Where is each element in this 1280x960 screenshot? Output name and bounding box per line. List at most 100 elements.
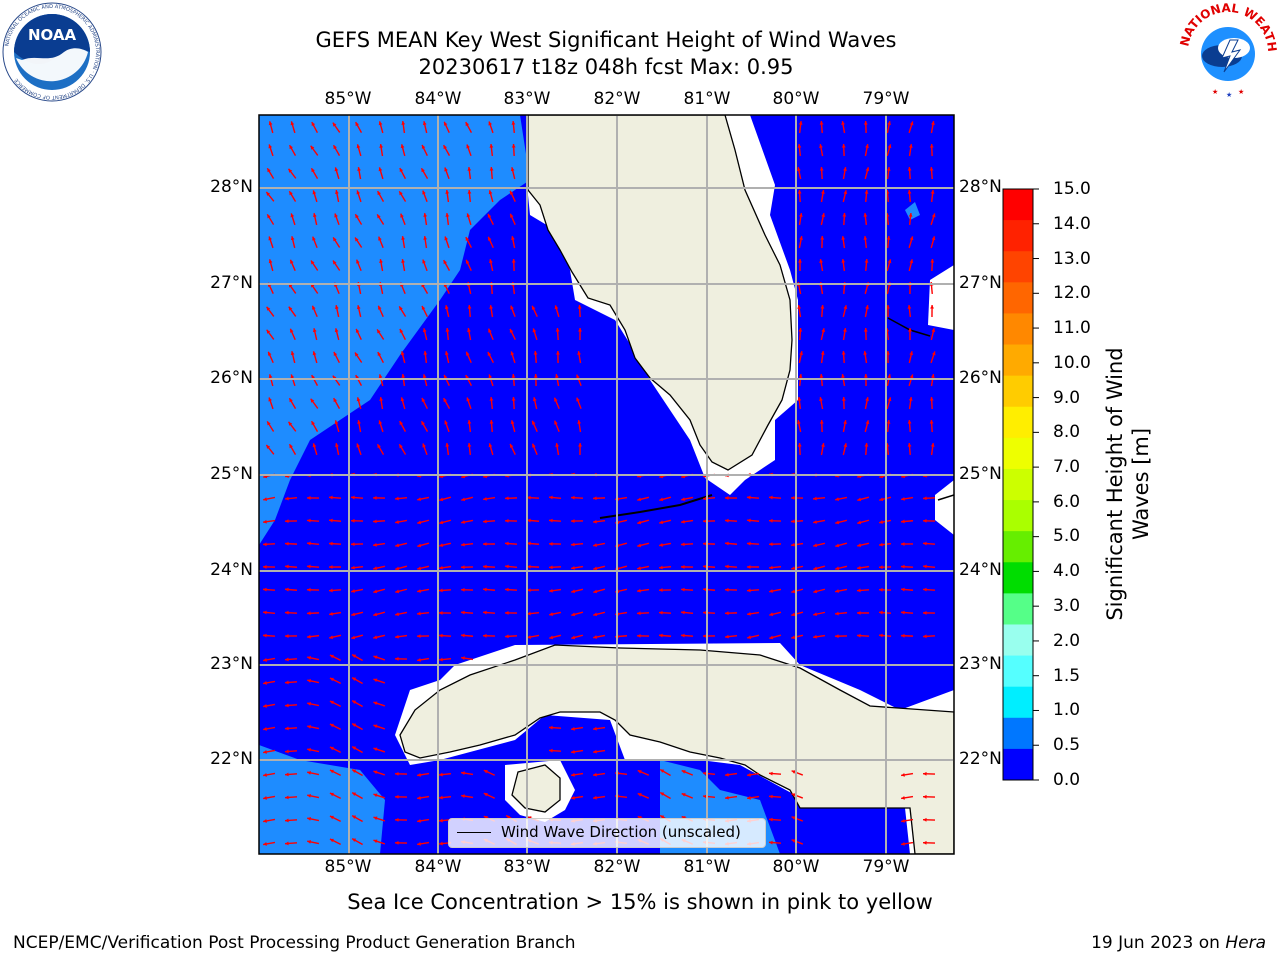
wave-arrow [376, 329, 385, 340]
wave-arrow [637, 792, 650, 799]
wave-arrow [423, 350, 428, 364]
svg-text:★: ★ [1238, 88, 1244, 96]
wave-arrow [504, 611, 518, 615]
wave-arrow [842, 420, 847, 433]
wave-arrow [504, 634, 518, 639]
wave-arrow [842, 328, 847, 341]
wave-arrow [820, 443, 825, 456]
colorbar [1003, 188, 1039, 781]
colorbar-segment [1003, 282, 1033, 314]
wave-arrow [702, 771, 716, 776]
wave-arrow [658, 610, 672, 615]
wave-arrow [416, 611, 430, 616]
wave-arrow [578, 327, 582, 341]
wave-arrow [724, 541, 738, 546]
wave-arrow [329, 654, 341, 661]
wave-arrow [813, 588, 826, 594]
wave-arrow [355, 121, 363, 133]
wave-arrow [329, 634, 342, 640]
wave-arrow [531, 443, 538, 456]
wave-arrow [335, 443, 340, 456]
wave-arrow [310, 420, 319, 432]
isle-of-youth-land [511, 764, 561, 813]
wave-arrow [907, 166, 912, 180]
wave-arrow [797, 305, 802, 318]
wave-arrow [791, 839, 804, 845]
wave-arrow [328, 565, 342, 569]
lat-label-left: 26°N [210, 368, 253, 388]
wave-arrow [659, 791, 671, 800]
wave-arrow [901, 772, 914, 777]
wave-arrow [332, 144, 341, 156]
wave-arrow [724, 564, 738, 569]
wave-arrow [658, 633, 672, 638]
wave-arrow [287, 421, 297, 432]
colorbar-segment [1003, 717, 1033, 750]
wave-band-gulf [259, 115, 530, 545]
wave-arrow [312, 351, 318, 364]
wave-arrow [511, 236, 516, 249]
wave-arrow [907, 304, 912, 318]
wave-arrow [791, 565, 804, 571]
wave-arrow [863, 350, 868, 364]
wave-arrow [571, 588, 584, 594]
colorbar-tick-label: 1.5 [1053, 666, 1081, 686]
lon-label-bottom: 79°W [862, 857, 910, 877]
wave-arrow [886, 144, 892, 157]
wave-arrow [482, 587, 496, 592]
wave-arrow [307, 817, 320, 822]
wave-arrow [841, 235, 846, 249]
wave-arrow [351, 676, 363, 685]
wave-arrow [284, 587, 298, 592]
cuba-land [399, 644, 954, 854]
wave-arrow [373, 634, 386, 640]
wave-arrow [460, 633, 474, 638]
wave-arrow [908, 351, 914, 364]
wave-arrow [637, 542, 650, 548]
wave-arrow [401, 236, 406, 249]
colorbar-tick-label: 6.0 [1053, 492, 1081, 512]
wave-arrow [863, 373, 868, 387]
wave-arrow [901, 795, 914, 800]
wave-arrow [332, 122, 341, 133]
wave-arrow [548, 748, 562, 753]
wave-arrow [373, 793, 386, 799]
lat-label-left: 28°N [210, 177, 253, 197]
wave-arrow [460, 542, 474, 547]
lat-label-right: 23°N [959, 654, 1002, 674]
wave-arrow [658, 588, 672, 593]
wave-arrow [886, 121, 891, 134]
lat-label-right: 25°N [959, 464, 1002, 484]
wave-arrow [417, 565, 430, 571]
lat-label-right: 22°N [959, 749, 1002, 769]
wave-arrow [820, 235, 825, 249]
wave-arrow [908, 236, 914, 249]
wave-arrow [333, 397, 341, 409]
wave-arrow [394, 634, 408, 639]
wave-arrow [930, 374, 935, 387]
colorbar-tick-label: 10.0 [1053, 353, 1091, 373]
footer-host: Hera [1225, 933, 1266, 953]
wave-arrow [329, 611, 342, 616]
wave-arrow [378, 420, 384, 433]
wave-arrow [791, 770, 804, 776]
wave-arrow [329, 723, 341, 730]
wave-arrow [328, 588, 342, 593]
wave-arrow [922, 518, 936, 523]
lon-label-top: 85°W [324, 89, 372, 109]
wave-arrow [312, 443, 318, 456]
wave-arrow [571, 565, 584, 570]
wave-arrow [350, 495, 364, 500]
wave-arrow [263, 680, 276, 685]
wave-arrow [533, 350, 538, 364]
wave-arrow [263, 496, 276, 501]
wave-arrow [864, 189, 869, 203]
wave-arrow [812, 496, 826, 501]
wave-arrow [510, 420, 516, 433]
wave-arrow [335, 190, 340, 203]
wave-arrow [791, 611, 804, 617]
lon-label-bottom: 84°W [414, 857, 462, 877]
wave-arrow [466, 213, 472, 226]
wave-arrow [438, 565, 452, 570]
